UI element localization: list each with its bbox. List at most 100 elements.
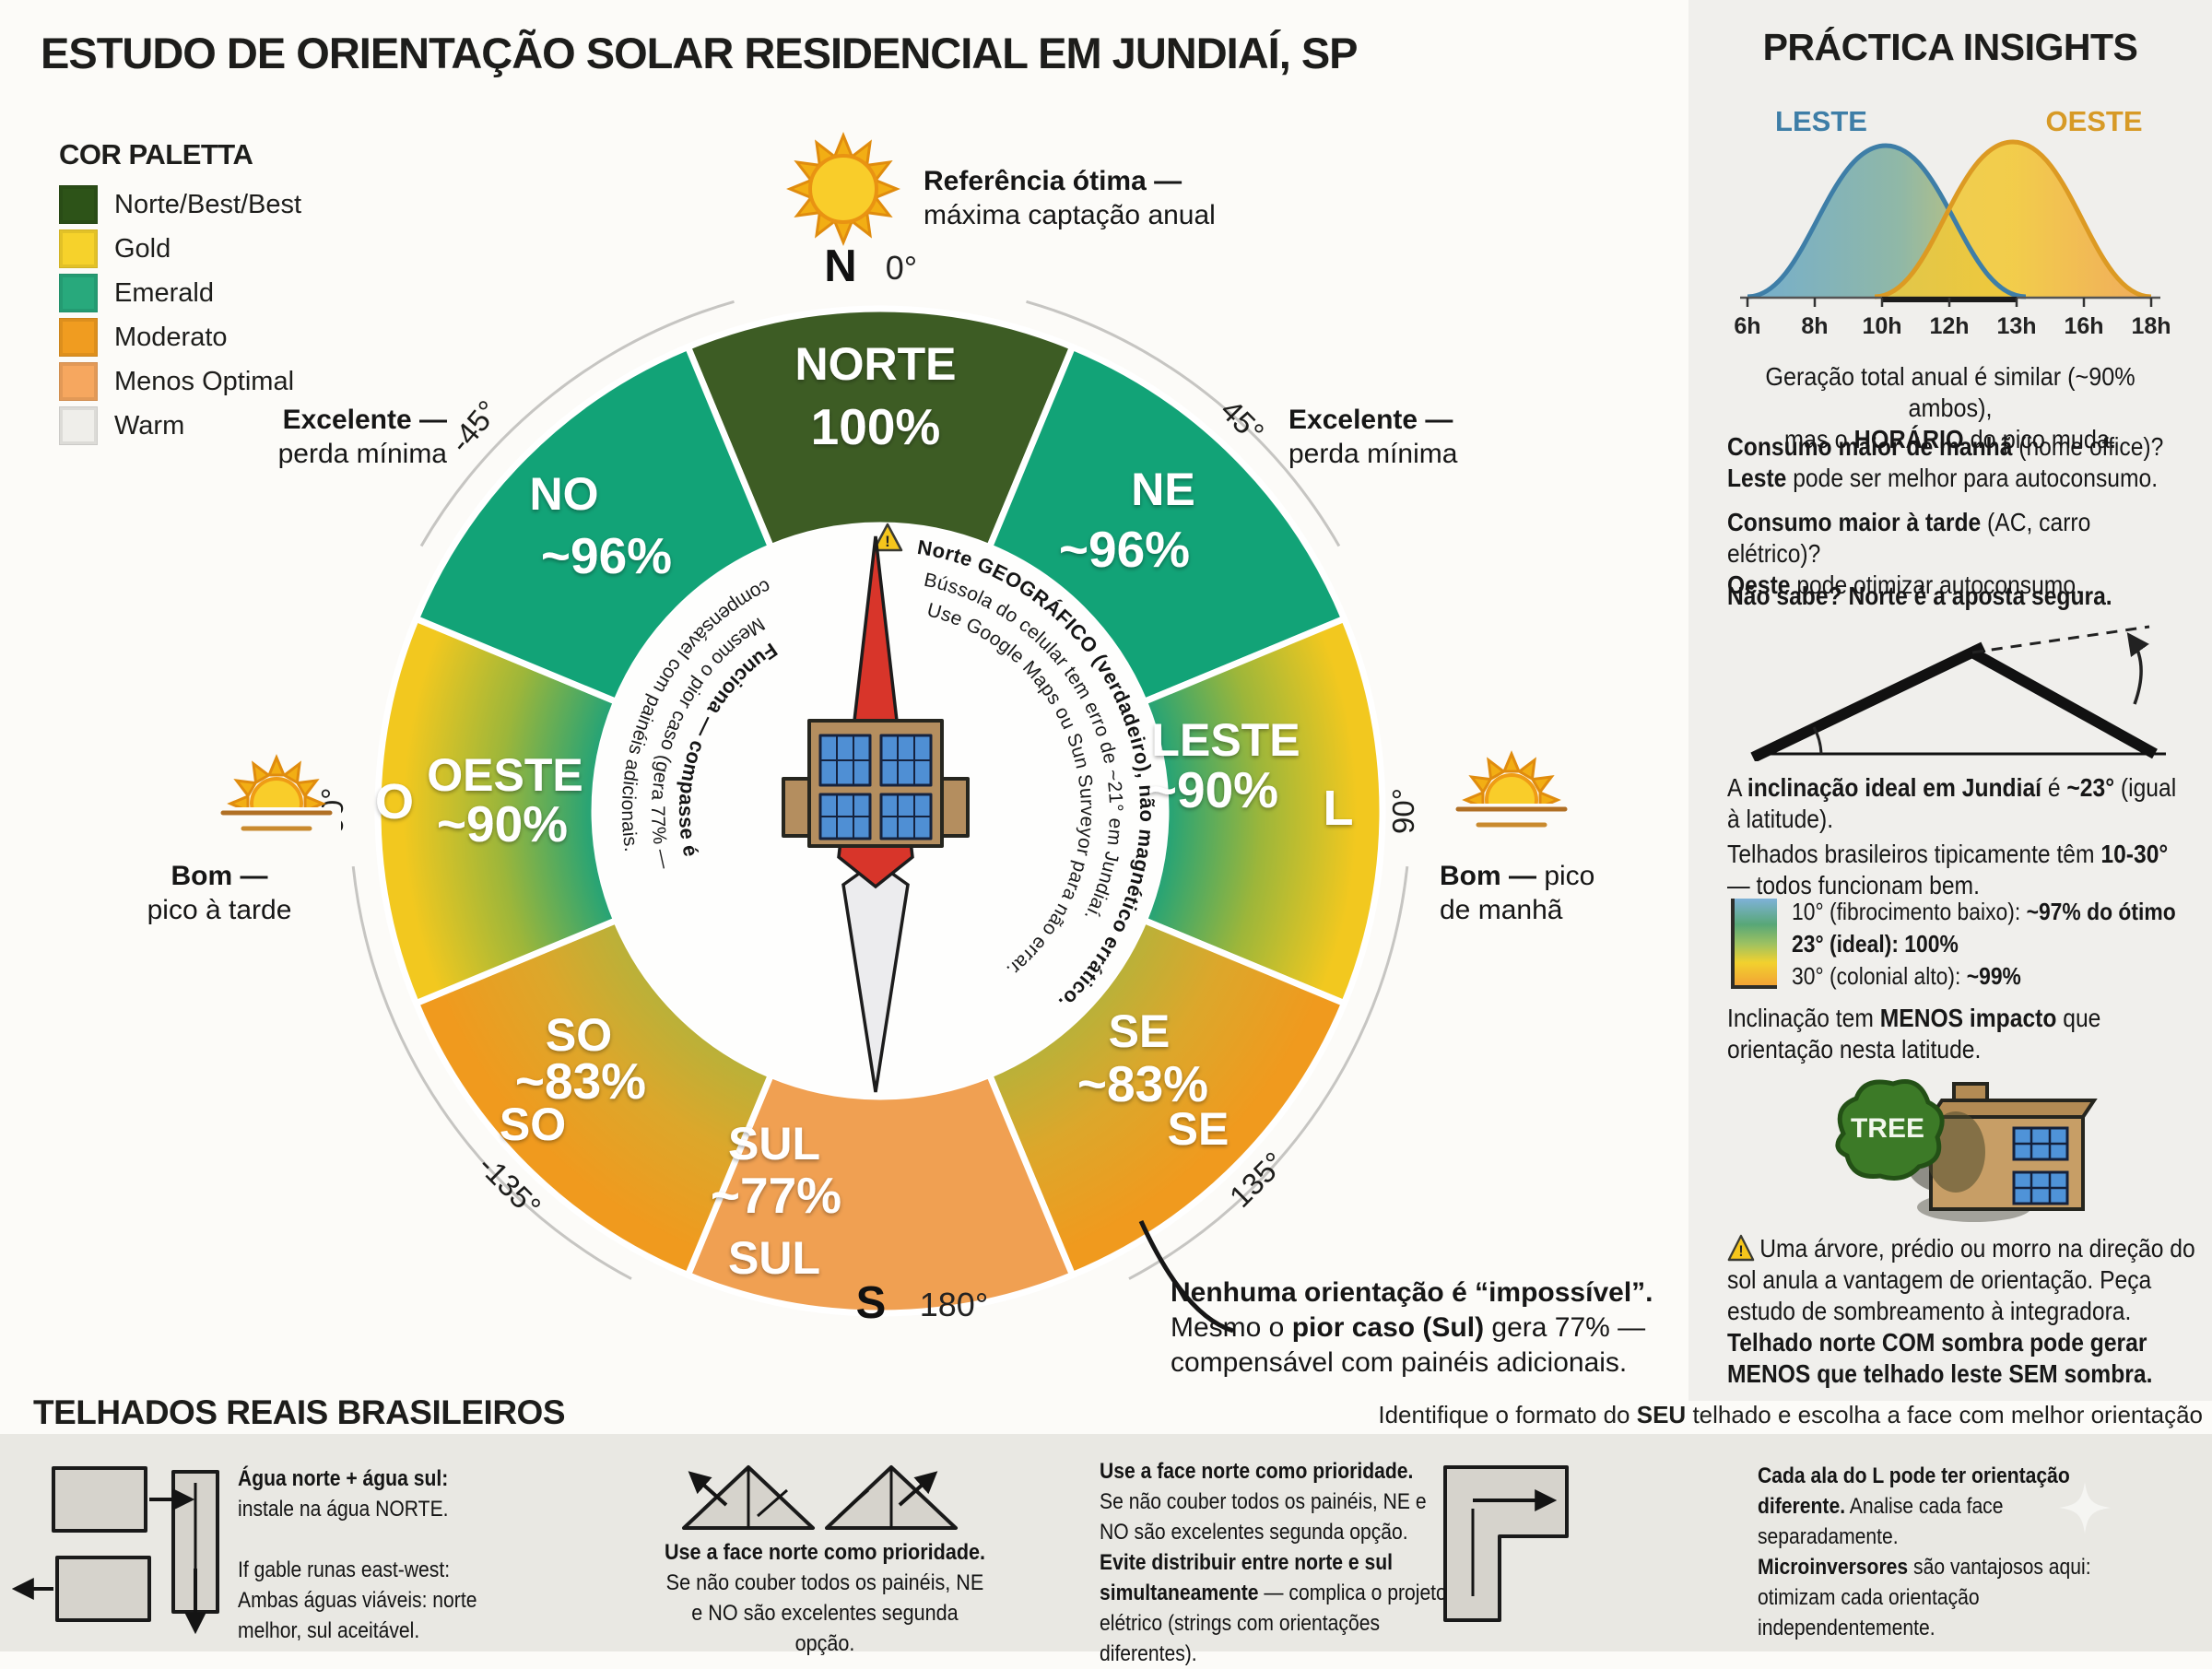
col3-l3: NO são excelentes segunda opção. [1100,1520,1408,1545]
note-reference: Referência ótima — máxima captação anual [924,164,1255,232]
legend-swatch-menos-optimal [59,362,98,401]
typical-tilt-text: Telhados brasileiros tipicamente têm 10-… [1727,839,2182,901]
caption-l2-pre: mas o [1784,425,1854,453]
value-sul: ~77% [711,1167,841,1224]
q1-post: pode ser melhor para autoconsumo. [1786,464,2159,492]
label-so: SO [546,1009,612,1061]
outer-reference-arcs [351,300,1409,1280]
note-bold: Excelente — [1288,405,1453,435]
tick-10h: 10h [1862,313,1901,339]
col4-l5: otimizam cada orientação [1758,1585,1980,1610]
legend-swatch-moderato [59,318,98,357]
q1-bold2: Leste [1727,464,1787,492]
tilt-2-pre: 30° (colonial alto): [1792,962,1967,990]
chart-caption: Geração total anual é similar (~90% ambo… [1722,361,2180,455]
label-leste: LESTE [1151,714,1300,766]
note-reference-bold: Referência ótima — [924,166,1182,196]
leste-curve-line [1747,143,2027,300]
col4-l1: Cada ala do L pode ter orientação [1758,1463,2070,1488]
legend-label: Emerald [114,277,214,308]
hip-diag-right [838,1488,869,1518]
oeste-curve-line [1874,139,2152,300]
legend-item: Emerald [59,271,301,315]
footer-bold: SEU [1636,1401,1687,1428]
incl2-pre: Telhados brasileiros tipicamente têm [1727,840,2101,868]
tree-shade-illustration: TREE [1835,1079,2098,1222]
arrow-up-left [688,1471,728,1507]
incl2-bold: 10-30° [2100,840,2169,868]
bottom-footer-note: Identifique o formato do SEU telhado e e… [1106,1401,2203,1429]
shade-text: Uma árvore, prédio ou morro na direção d… [1727,1234,2195,1325]
note-bold: Bom — [1440,861,1536,891]
roof-tilt-diagram [1750,625,2166,761]
caption-l2-post: do pico muda. [1963,425,2116,453]
col3-l1: Use a face norte como prioridade. [1100,1459,1414,1484]
legend-swatch-warm [59,406,98,445]
value-norte: 100% [811,398,941,455]
q1-bold: Consumo maior de manhã [1727,432,2013,461]
orientation-wheel: Norte GEOGRÁFICO (verdadeiro), não magné… [220,134,1568,1334]
note-no-impossible: Nenhuma orientação é “impossível”. Mesmo… [1171,1275,1673,1381]
legend-label: Norte/Best/Best [114,189,302,219]
house-icon [782,719,970,848]
label-norte: NORTE [795,338,957,390]
label-so-repeat: SO [500,1099,566,1150]
base-angle-arc [1812,726,1823,755]
oeste-curve-area [1875,142,2151,297]
roof-right-slope [1970,647,2158,759]
impact-bold: MENOS impacto [1879,1004,2057,1032]
note-rest: perda mínima [277,439,447,469]
legend-label: Warm [114,410,185,441]
sparkle-decoration [2059,1482,2111,1534]
arrow-up-right [898,1471,938,1507]
col1-l1: Água norte + água sul: [238,1466,449,1491]
note-l2-pre: Mesmo o [1171,1312,1292,1343]
col4-l4-bold: Microinversores [1758,1555,1909,1580]
q2-post: pode otimizar autoconsumo. [1790,570,2082,599]
note-line3: compensável com painéis adicionais. [1171,1347,1628,1378]
tick-18h: 18h [2131,313,2171,339]
col3-l5-bold: simultaneamente [1100,1581,1259,1605]
shading-bold-note: Telhado norte COM sombra pode gerar MENO… [1727,1328,2153,1388]
impact-post: que orientação nesta latitude. [1727,1004,2101,1064]
note-bold: Excelente — [282,405,447,435]
legend-label: Menos Optimal [114,366,295,396]
col4-l4-post: são vantajosos aqui: [1908,1555,2091,1580]
insights-title: PRÁCTICA INSIGHTS [1762,26,2138,68]
roof-examples-band [0,1434,2212,1651]
legend-swatch-emerald [59,274,98,312]
col1-l5: melhor, sul aceitável. [238,1618,420,1643]
note-l2-bold: pior caso (Sul) [1291,1312,1485,1343]
tilt-2-bold: ~99% [1966,962,2021,990]
tilt-list: 10° (fibrocimento baixo): ~97% do ótimo … [1792,896,2212,993]
col1-l4: Ambas águas viáveis: norte [238,1588,477,1613]
leader-line [1138,1219,1234,1334]
label-sul: SUL [728,1118,820,1169]
tilt-arc-arrow [2126,632,2149,705]
band-col-priority-text: Use a face norte como prioridade. Se não… [1100,1456,1448,1669]
cardinal-n: N [824,241,856,291]
value-se: ~83% [1077,1055,1208,1112]
l-shape-roof [1443,1465,1569,1622]
legend-label: Gold [114,233,171,264]
col4-l2-post: Analise cada face [1845,1494,2004,1519]
label-ne: NE [1131,464,1194,515]
tick-13h: 13h [1996,313,2036,339]
legend-swatch-norte [59,185,98,224]
value-leste: ~90% [1147,761,1278,818]
insight-q2: Consumo maior à tarde (AC, carro elétric… [1727,507,2182,601]
col1-l2: instale na água NORTE. [238,1497,449,1522]
tilt-impact-text: Inclinação tem MENOS impacto que orienta… [1727,1003,2182,1065]
col1-l3: If gable runas east-west: [238,1557,451,1582]
house-shaded [1926,1082,2098,1211]
legend-item: Moderato [59,315,301,359]
note-bom-east: Bom — pico de manhã [1440,859,1661,927]
tilt-1-bold: 23° (ideal): 100% [1792,930,1959,958]
caption-l1: Geração total anual é similar (~90% ambo… [1765,362,2136,422]
note-excellent-right: Excelente — perda mínima [1288,403,1528,471]
hip-diag-left [757,1488,788,1518]
note-mid: pico [1536,861,1595,891]
legend-oeste: OESTE [2045,105,2142,137]
warning-icon: ! [1727,1234,1755,1262]
color-palette-legend: COR PALETTA Norte/Best/Best Gold Emerald… [59,138,301,448]
